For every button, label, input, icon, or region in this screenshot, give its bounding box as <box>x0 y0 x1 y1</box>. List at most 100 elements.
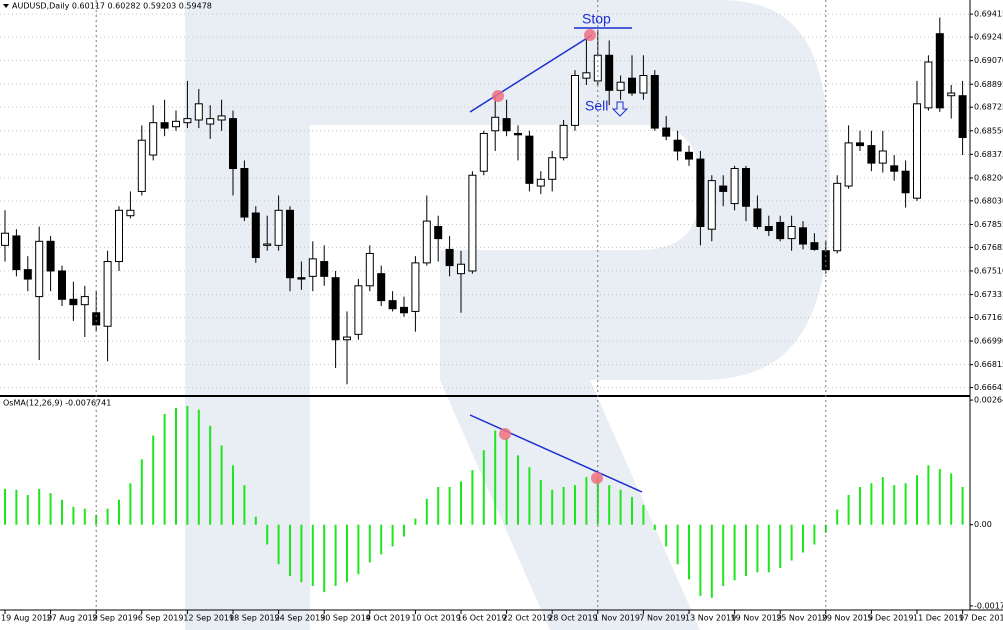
candle-body <box>833 182 842 252</box>
y-tick-label: -0.001723 <box>974 601 1003 610</box>
x-tick-label: 19 Aug 2019 <box>1 614 52 623</box>
y-tick-label: 0.69245 <box>974 33 1003 42</box>
symbol-menu-icon[interactable] <box>3 4 9 8</box>
candle-body <box>229 118 237 170</box>
candle-body <box>308 258 317 277</box>
y-tick-label: 0.67855 <box>974 220 1003 229</box>
x-tick-label: 10 Oct 2019 <box>411 614 460 623</box>
x-tick-label: 5 Dec 2019 <box>867 614 913 623</box>
candle-body <box>365 252 374 287</box>
candle-body <box>479 132 488 172</box>
candle-body <box>958 95 967 139</box>
candle-body <box>525 135 534 184</box>
candle-body <box>514 132 522 136</box>
candle-body <box>685 151 693 160</box>
osma-peak-marker <box>591 472 603 484</box>
candle-body <box>217 115 226 121</box>
candle-body <box>274 209 283 246</box>
candle-body <box>924 61 933 109</box>
candle-body <box>639 74 648 94</box>
candle-body <box>149 122 158 156</box>
candle-body <box>331 277 340 341</box>
sell-label: Sell <box>585 98 608 114</box>
candle-body <box>1 232 9 246</box>
candle-body <box>457 263 465 275</box>
candle-body <box>46 240 55 272</box>
x-tick-label: 13 Nov 2019 <box>685 614 736 623</box>
y-tick-label: 0.67335 <box>974 290 1003 299</box>
candle-body <box>753 208 762 227</box>
price-peak-marker <box>584 29 596 41</box>
candle-body <box>58 270 66 300</box>
candle-body <box>913 103 921 199</box>
y-tick-label: 0.00 <box>974 520 992 529</box>
candle-body <box>844 142 853 187</box>
candle-body <box>662 127 671 137</box>
price-trendline <box>469 34 593 113</box>
candle-body <box>719 185 728 192</box>
x-tick-label: 17 Dec 2019 <box>959 614 1003 623</box>
candle-body <box>160 122 169 129</box>
candle-body <box>251 212 260 258</box>
candle-body <box>559 124 568 159</box>
x-tick-label: 16 Oct 2019 <box>457 614 506 623</box>
candle-body <box>867 145 876 164</box>
candle-body <box>80 296 89 306</box>
y-tick-label: 0.66815 <box>974 360 1003 369</box>
osma-peak-marker <box>499 428 511 440</box>
x-tick-label: 6 Sep 2019 <box>138 614 184 623</box>
y-tick-label: 0.68895 <box>974 80 1003 89</box>
candle-body <box>730 168 739 205</box>
x-tick-label: 11 Dec 2019 <box>913 614 964 623</box>
chart-title: AUDUSD,Daily 0.60117 0.60282 0.59203 0.5… <box>12 2 212 11</box>
x-tick-label: 29 Nov 2019 <box>822 614 873 623</box>
candle-body <box>126 209 135 217</box>
candle-body <box>947 92 956 97</box>
y-tick-label: 0.67685 <box>974 243 1003 252</box>
candle-body <box>297 277 306 280</box>
candle-body <box>377 273 386 302</box>
candle-body <box>354 285 363 335</box>
candle-body <box>69 298 78 306</box>
candle-body <box>650 74 659 129</box>
candle-body <box>422 220 431 264</box>
candle-body <box>468 174 477 272</box>
candle-body <box>240 168 249 218</box>
candle-body <box>548 157 557 180</box>
candle-body <box>411 262 420 312</box>
price-peak-marker <box>492 90 504 102</box>
watermark-leg <box>440 380 700 630</box>
candle-body <box>23 269 32 280</box>
x-tick-label: 28 Oct 2019 <box>548 614 597 623</box>
candle-body <box>696 158 705 227</box>
watermark-stem <box>185 0 310 630</box>
x-tick-label: 30 Sep 2019 <box>320 614 371 623</box>
candle-body <box>388 300 397 310</box>
candle-body <box>890 165 899 172</box>
candle-body <box>593 54 602 82</box>
x-tick-label: 7 Nov 2019 <box>639 614 685 623</box>
x-tick-label: 24 Sep 2019 <box>275 614 326 623</box>
x-tick-label: 1 Nov 2019 <box>594 614 640 623</box>
candle-body <box>616 81 625 91</box>
x-tick-label: 27 Aug 2019 <box>47 614 98 623</box>
y-tick-label: 0.68375 <box>974 150 1003 159</box>
candle-body <box>742 168 750 207</box>
candle-body <box>878 150 887 164</box>
candle-body <box>582 72 591 79</box>
candle-body <box>571 74 579 126</box>
candle-body <box>491 116 500 132</box>
candle-body <box>103 261 112 327</box>
sell-arrow <box>611 101 629 117</box>
stop-label: Stop <box>582 11 611 27</box>
x-tick-label: 12 Sep 2019 <box>183 614 234 623</box>
candle-body <box>12 235 21 271</box>
candle-body <box>194 103 203 121</box>
x-tick-label: 2 Sep 2019 <box>92 614 138 623</box>
candle-body <box>799 227 807 245</box>
